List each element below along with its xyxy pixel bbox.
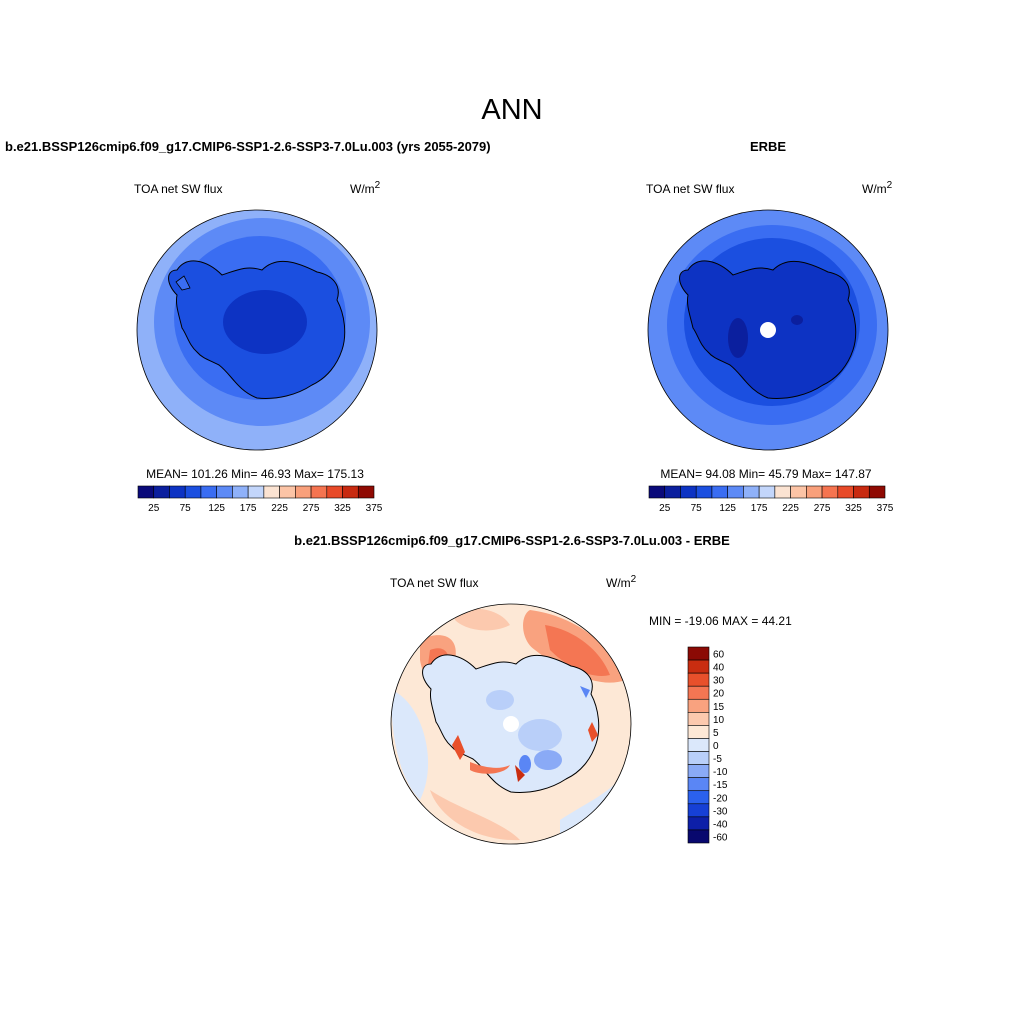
colorbar-bin [687,698,710,713]
colorbar-tick-label: -5 [713,754,722,765]
colorbar-bin [687,829,710,844]
colorbar-tick-label: 75 [691,503,703,514]
panel-model-map [137,210,377,450]
colorbar-tick-label: -15 [713,780,728,791]
colorbar-tick-label: 275 [303,503,320,514]
colorbar-tick-label: 175 [240,503,257,514]
colorbar-bin [247,485,265,499]
colorbar-tick-label: -60 [713,832,728,843]
colorbar-bin [837,485,854,499]
colorbar-tick-label: 325 [845,503,862,514]
panel-model-stats: MEAN= 101.26 Min= 46.93 Max= 175.13 [146,467,364,481]
colorbar-bin [790,485,807,499]
colorbar-bin [680,485,697,499]
colorbar-bin [687,672,710,687]
colorbar-bin [687,659,710,674]
colorbar-bin [853,485,870,499]
panel-difference-stats: MIN = -19.06 MAX = 44.21 [649,614,792,628]
colorbar-bin [687,764,710,778]
panel-model-title: b.e21.BSSP126cmip6.f09_g17.CMIP6-SSP1-2.… [5,139,491,154]
panel-obs-stats: MEAN= 94.08 Min= 45.79 Max= 147.87 [660,467,871,481]
colorbar-tick-label: 40 [713,663,725,674]
colorbar-tick-label: 225 [782,503,799,514]
panel-obs-units: W/m2 [862,180,893,196]
panel-obs-variable: TOA net SW flux [646,182,734,196]
panel-model-units: W/m2 [350,180,381,196]
colorbar-bin [342,485,359,499]
colorbar-bin [687,685,710,700]
colorbar-bin [357,485,375,499]
colorbar-bin [687,777,710,792]
panel-difference-map [391,604,631,844]
colorbar-bin [687,790,710,805]
colorbar-bin [695,485,713,499]
panel-difference-colorbar: 60 40 30 20 15 10 5 0 -5 -10 -15 -20 -30 -40 -60 [687,646,728,844]
colorbar-bin [687,803,710,818]
colorbar-tick-label: 25 [148,503,160,514]
colorbar-tick-label: 10 [713,715,725,726]
colorbar-bin [648,485,666,499]
colorbar-bin [821,485,839,499]
panel-model-colorbar: 25 75 125 175 225 275 325 375 [137,485,383,514]
panel-obs-colorbar: 25 75 125 175 225 275 325 375 [648,485,894,514]
colorbar-bin [687,738,710,752]
colorbar-bin [774,485,791,499]
panel-obs: ERBE TOA net SW flux W/m2 MEAN= 94.08 Mi… [646,139,894,514]
colorbar-bin [216,485,233,499]
colorbar-tick-label: 20 [713,689,725,700]
colorbar-bin [727,485,744,499]
colorbar-tick-label: 30 [713,676,725,687]
colorbar-tick-label: -30 [713,806,728,817]
colorbar-tick-label: 125 [208,503,225,514]
colorbar-bin [200,485,217,499]
colorbar-bin [687,712,710,726]
colorbar-bin [184,485,202,499]
colorbar-bin [263,485,280,499]
colorbar-tick-label: 15 [713,702,725,713]
panel-difference: b.e21.BSSP126cmip6.f09_g17.CMIP6-SSP1-2.… [294,533,792,845]
colorbar-tick-label: 60 [713,650,725,661]
colorbar-bin [687,725,710,739]
colorbar-bin [279,485,296,499]
colorbar-bin [758,485,776,499]
colorbar-tick-label: 175 [751,503,768,514]
colorbar-bin [137,485,155,499]
colorbar-bin [687,646,710,661]
colorbar-tick-label: -40 [713,819,728,830]
colorbar-tick-label: -10 [713,767,728,778]
colorbar-tick-label: 375 [366,503,383,514]
panel-difference-units: W/m2 [606,574,637,590]
colorbar-tick-label: 325 [334,503,351,514]
colorbar-bin [664,485,681,499]
panel-difference-title: b.e21.BSSP126cmip6.f09_g17.CMIP6-SSP1-2.… [294,533,730,548]
colorbar-tick-label: 75 [180,503,192,514]
panel-obs-map [648,210,888,450]
colorbar-tick-label: 275 [814,503,831,514]
colorbar-bin [687,751,710,765]
panel-model-variable: TOA net SW flux [134,182,222,196]
colorbar-bin [687,816,710,831]
colorbar-bin [743,485,760,499]
colorbar-bin [326,485,343,499]
colorbar-bin [232,485,249,499]
colorbar-bin [310,485,328,499]
panel-model: b.e21.BSSP126cmip6.f09_g17.CMIP6-SSP1-2.… [5,139,491,514]
colorbar-bin [868,485,886,499]
colorbar-tick-label: 5 [713,728,719,739]
panel-difference-variable: TOA net SW flux [390,576,478,590]
colorbar-tick-label: 0 [713,741,719,752]
colorbar-tick-label: 25 [659,503,671,514]
figure-title: ANN [481,94,542,126]
colorbar-bin [295,485,312,499]
panel-obs-title: ERBE [750,139,786,154]
colorbar-bin [153,485,170,499]
colorbar-bin [169,485,186,499]
colorbar-tick-label: 225 [271,503,288,514]
colorbar-bin [711,485,728,499]
colorbar-tick-label: 375 [877,503,894,514]
colorbar-tick-label: -20 [713,793,728,804]
colorbar-tick-label: 125 [719,503,736,514]
colorbar-bin [806,485,823,499]
